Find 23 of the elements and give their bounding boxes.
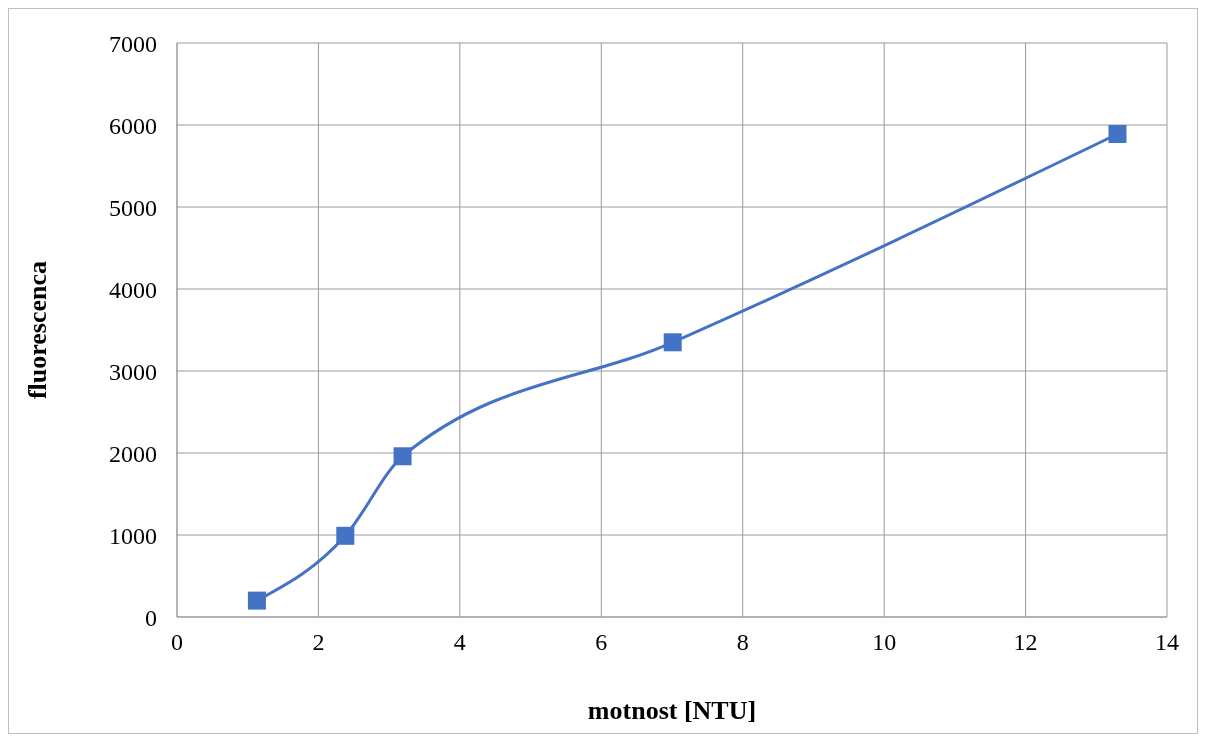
- y-axis-title: fluorescenca: [23, 260, 53, 400]
- x-tick-label: 8: [736, 629, 749, 656]
- y-tick-label: 1000: [109, 522, 157, 549]
- point: [336, 526, 355, 545]
- point: [393, 447, 412, 466]
- y-tick-label: 6000: [109, 112, 157, 139]
- y-tick-label: 3000: [109, 358, 157, 385]
- y-tick-label: 2000: [109, 440, 157, 467]
- y-tick-label: 4000: [109, 276, 157, 303]
- x-tick-label: 6: [595, 629, 608, 656]
- x-tick-label: 10: [872, 629, 897, 656]
- point: [663, 333, 682, 352]
- x-tick-label: 0: [171, 629, 183, 656]
- x-axis-title: motnost [NTU]: [587, 696, 757, 725]
- x-tick-label: 2: [312, 629, 325, 656]
- y-tick-label: 5000: [109, 194, 157, 221]
- y-tick-label: 7000: [109, 30, 157, 57]
- x-tick-label: 12: [1013, 629, 1038, 656]
- point: [1108, 125, 1127, 144]
- y-tick-label: 0: [145, 604, 157, 631]
- x-tick-label: 14: [1155, 629, 1179, 656]
- point: [247, 591, 266, 610]
- x-tick-label: 4: [453, 629, 466, 656]
